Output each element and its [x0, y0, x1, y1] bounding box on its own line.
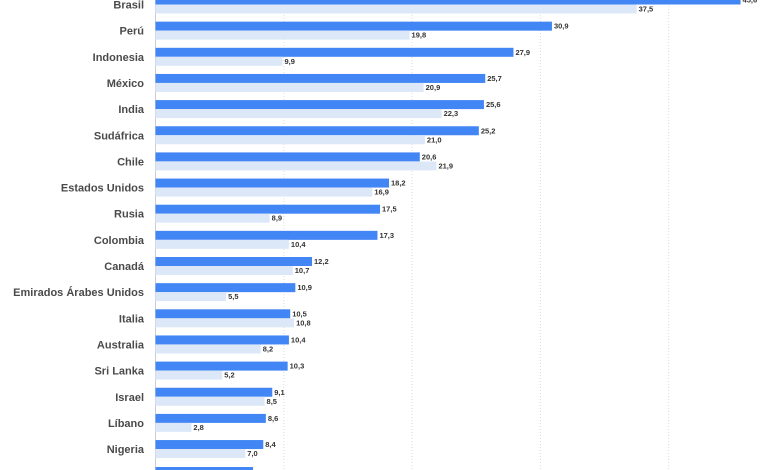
bar-primary [155, 73, 486, 83]
bar-primary [155, 204, 381, 214]
value-label-secondary: 2,8 [193, 423, 203, 432]
category-label: Australia [97, 339, 145, 351]
bar-primary [155, 361, 288, 371]
value-label-primary: 10,9 [297, 283, 312, 292]
category-label: Israel [115, 392, 144, 404]
bar-primary [155, 335, 289, 345]
value-label-primary: 20,6 [422, 152, 437, 161]
bar-secondary [155, 213, 270, 223]
value-label-primary: 12,2 [314, 257, 329, 266]
value-label-primary: 10,5 [292, 309, 307, 318]
bar-primary [155, 178, 390, 188]
value-label-secondary: 37,5 [639, 5, 654, 14]
value-label-primary: 30,9 [554, 22, 569, 31]
value-label-primary: 17,3 [379, 231, 394, 240]
value-label-secondary: 9,9 [285, 57, 295, 66]
value-label-primary: 17,5 [382, 205, 397, 214]
category-label: Chile [117, 156, 144, 168]
value-label-secondary: 8,2 [263, 344, 273, 353]
category-label: Estados Unidos [61, 183, 144, 195]
category-label: Indonesia [93, 52, 145, 64]
bar-primary [155, 100, 484, 110]
value-label-secondary: 21,0 [427, 135, 442, 144]
bar-secondary [155, 266, 293, 275]
bar-primary [155, 283, 296, 293]
bar-primary [155, 47, 514, 57]
value-label-primary: 9,1 [274, 388, 284, 397]
bar-primary [155, 440, 264, 450]
bar-secondary [155, 318, 295, 328]
category-label: Colombia [94, 235, 145, 247]
bar-secondary [155, 82, 424, 92]
value-label-secondary: 7,0 [247, 449, 257, 458]
bar-secondary [155, 370, 223, 380]
bar-primary [155, 230, 378, 240]
bar-secondary [155, 187, 373, 197]
bar-primary [155, 152, 420, 162]
bar-primary [155, 309, 291, 319]
bar-primary [155, 413, 266, 423]
category-labels: Brasil Perú Indonesia México India Sudáfrica C… [13, 0, 145, 456]
value-label-secondary: 8,9 [272, 214, 282, 223]
bar-secondary [155, 344, 261, 354]
value-label-secondary: 20,9 [426, 83, 441, 92]
value-label-secondary: 10,8 [296, 318, 311, 327]
value-label-primary: 27,9 [515, 48, 530, 57]
bar-secondary [155, 292, 227, 302]
category-label: Rusia [114, 209, 145, 221]
bar-secondary [155, 422, 192, 432]
value-label-primary: 45,6 [743, 0, 758, 5]
category-label: Brasil [113, 0, 144, 12]
bar-secondary [155, 135, 425, 145]
value-label-primary: 8,6 [268, 414, 278, 423]
category-label: Emirados Árabes Unidos [13, 286, 144, 299]
bar-primary [155, 126, 479, 136]
value-label-secondary: 21,9 [438, 161, 453, 170]
value-label-secondary: 16,9 [374, 188, 389, 197]
value-label-secondary: 10,7 [295, 266, 310, 275]
bar-secondary [155, 109, 442, 119]
value-label-primary: 25,2 [481, 126, 496, 135]
value-label-primary: 10,4 [291, 335, 306, 344]
category-label: Nigeria [107, 444, 145, 456]
bar-primary [155, 0, 741, 5]
value-label-primary: 25,6 [486, 100, 501, 109]
bar-secondary [155, 449, 246, 459]
category-label: Canadá [104, 261, 145, 273]
value-label-primary: 18,2 [391, 179, 406, 188]
value-label-secondary: 19,8 [412, 31, 427, 40]
bar-primary [155, 21, 552, 31]
bar-secondary [155, 396, 265, 406]
bar-secondary [155, 239, 289, 249]
value-label-primary: 10,3 [290, 362, 305, 371]
value-label-secondary: 22,3 [444, 109, 459, 118]
value-label-primary: 8,4 [265, 440, 276, 449]
value-label-secondary: 5,5 [228, 292, 238, 301]
bars [155, 0, 741, 470]
bar-secondary [155, 161, 437, 171]
value-label-secondary: 10,4 [291, 240, 306, 249]
category-label: Sri Lanka [94, 366, 144, 378]
category-label: México [107, 78, 145, 90]
value-label-secondary: 5,2 [224, 371, 234, 380]
bar-primary [155, 257, 313, 266]
bar-secondary [155, 4, 637, 14]
category-label: Líbano [108, 418, 144, 430]
bar-primary-cutoff [155, 467, 254, 470]
value-label-secondary: 8,5 [267, 397, 277, 406]
value-label-primary: 25,7 [487, 74, 502, 83]
category-label: Sudáfrica [94, 130, 145, 142]
bar-secondary [155, 30, 410, 40]
category-label: Perú [120, 26, 144, 38]
category-label: Italia [119, 313, 145, 325]
category-label: India [118, 104, 145, 116]
bar-primary [155, 387, 273, 397]
bar-secondary [155, 56, 283, 66]
value-labels: 45,6 37,5 30,9 19,8 27,9 9,9 25,7 20,9 25,6 22,3 2… [193, 0, 757, 458]
